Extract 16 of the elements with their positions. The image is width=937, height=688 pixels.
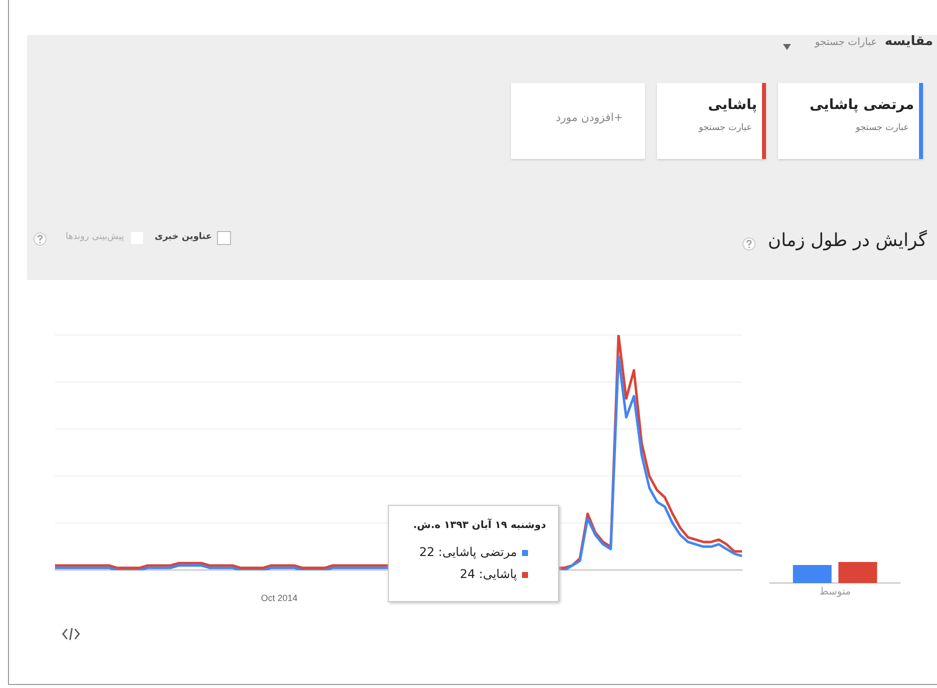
annotation: مرتضی پاشایی: 22 — [419, 545, 517, 559]
text: عبارت جستجو — [698, 123, 752, 133]
annotation: پاشایی: 24 — [460, 567, 517, 581]
annotation: دوشنبه ۱۹ آبان ۱۳۹۳ ه.ش. — [412, 520, 546, 531]
tooltip: دوشنبه ۱۹ آبان ۱۳۹۳ ه.ش. مرتضی پاشایی: 22 پاشایی: 24 — [388, 505, 559, 602]
text: عبارات جستجو — [815, 37, 877, 48]
text: پیش‌بینی روندها — [66, 232, 124, 242]
text: عبارت جستجو — [856, 123, 909, 133]
legend-label: پاشایی — [708, 97, 757, 113]
text: گرایش در طول زمان — [768, 230, 927, 251]
legend-label: مرتضی پاشایی — [810, 97, 914, 113]
text: +افزودن مورد — [556, 111, 623, 124]
x-tick-label: متوسط — [819, 586, 851, 598]
text: Oct 2014 — [261, 593, 298, 603]
text: عناوین خبری — [154, 232, 212, 242]
text: مقایسه — [884, 34, 933, 49]
